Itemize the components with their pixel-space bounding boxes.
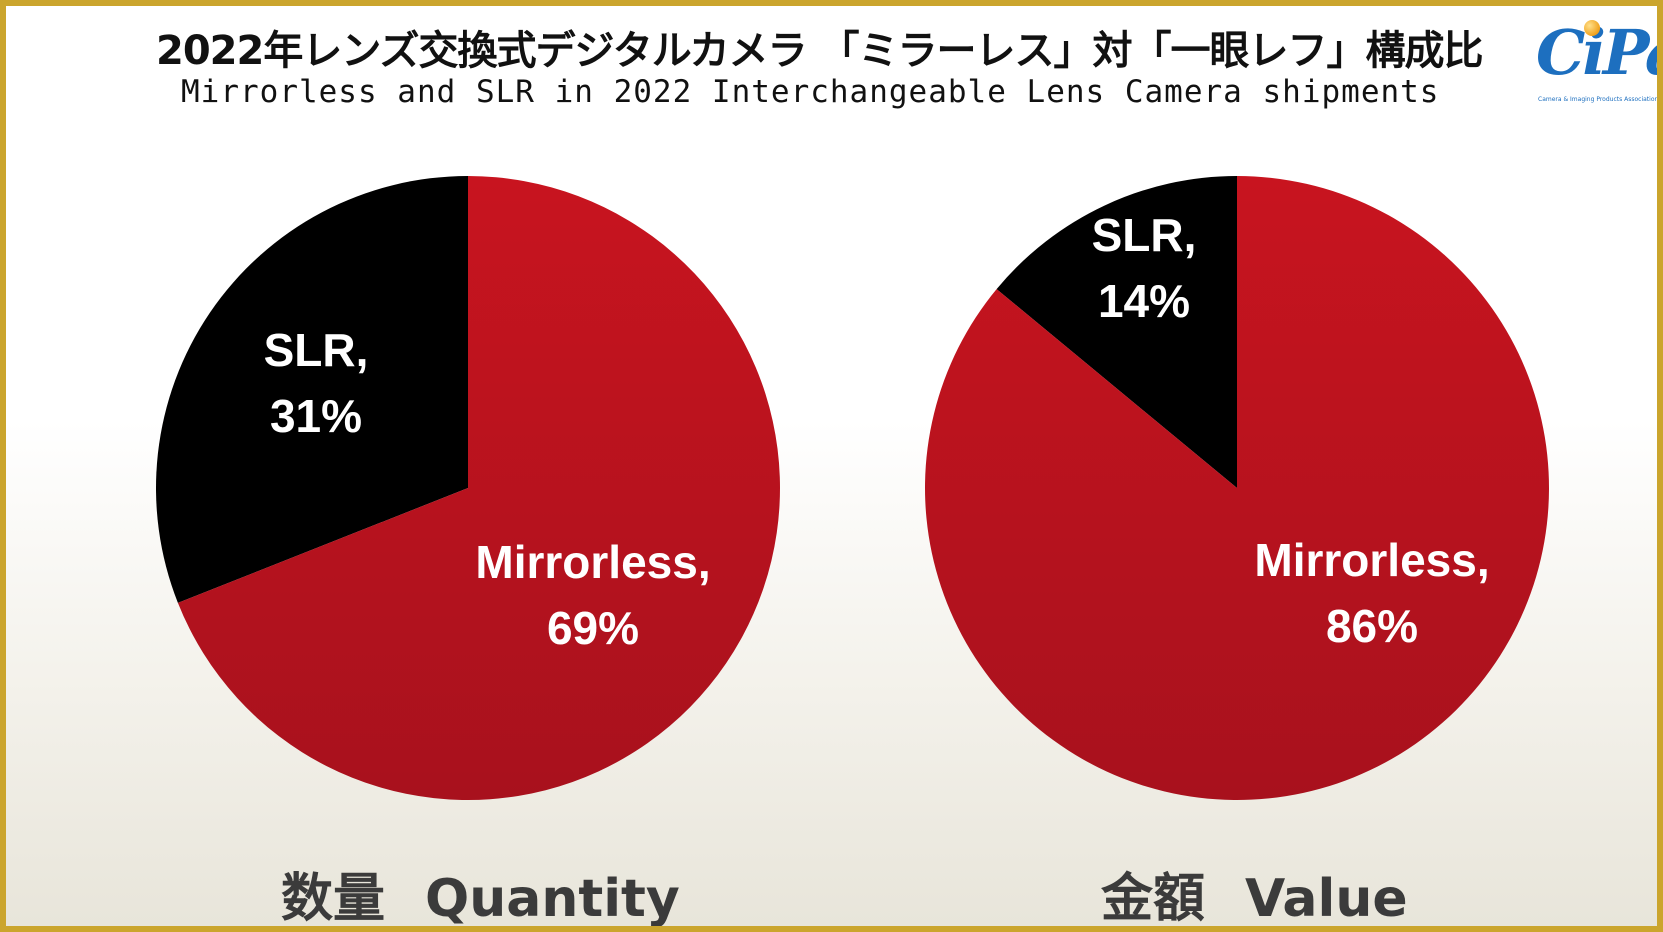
- caption-value: 金額 Value: [1101, 856, 1408, 926]
- pie-chart-value: SLR, 14% Mirrorless, 86%: [924, 176, 1549, 800]
- pie-slice-slr: [996, 176, 1237, 488]
- pie-slice-slr: [155, 176, 468, 603]
- logo-dot-icon: [1584, 20, 1600, 36]
- caption-value-en: Value: [1245, 869, 1408, 926]
- title-english: Mirrorless and SLR in 2022 Interchangeab…: [181, 74, 1440, 110]
- pie-charts: SLR, 31% Mirrorless, 69% SLR, 14% Mirrorless,…: [155, 176, 1549, 800]
- caption-quantity-en: Quantity: [425, 869, 680, 926]
- caption-quantity-jp: 数量: [281, 869, 386, 926]
- slice-label-slr-percent: 31%: [270, 390, 362, 442]
- slice-label-slr-name: SLR,: [264, 324, 369, 376]
- title-japanese: 2022年レンズ交換式デジタルカメラ 「ミラーレス」対「一眼レフ」構成比: [156, 28, 1483, 74]
- logo-subtitle: Camera & Imaging Products Association: [1538, 96, 1657, 103]
- caption-quantity: 数量 Quantity: [281, 856, 680, 926]
- slice-label-mirrorless-name: Mirrorless,: [1254, 534, 1489, 586]
- slice-label-mirrorless-name: Mirrorless,: [475, 536, 710, 588]
- caption-value-jp: 金額: [1101, 869, 1206, 926]
- slice-label-mirrorless-percent: 86%: [1326, 600, 1418, 652]
- slice-label-slr-percent: 14%: [1098, 275, 1190, 327]
- pie-slice-mirrorless: [177, 176, 780, 800]
- slice-label-mirrorless-percent: 69%: [547, 602, 639, 654]
- slice-label-slr-name: SLR,: [1092, 209, 1197, 261]
- pie-chart-quantity: SLR, 31% Mirrorless, 69%: [155, 176, 780, 800]
- cipa-logo: CiPa Camera & Imaging Products Associati…: [1536, 14, 1657, 106]
- pie-slice-mirrorless: [924, 176, 1549, 800]
- slide: 2022年レンズ交換式デジタルカメラ 「ミラーレス」対「一眼レフ」構成比 Mir…: [6, 6, 1657, 926]
